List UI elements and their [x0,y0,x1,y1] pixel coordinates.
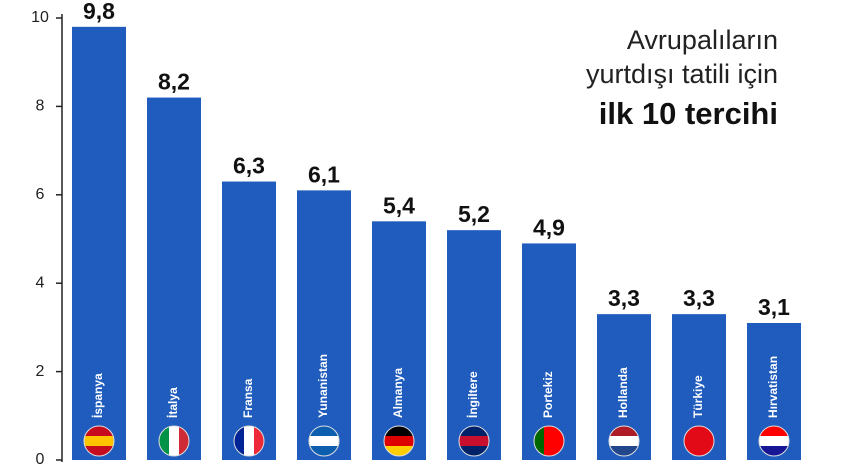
flag-stripe [309,436,339,446]
flag-stripe [609,426,639,436]
flag-stripe [169,426,179,456]
flag-stripe [554,426,564,456]
flag-rim [83,425,115,457]
flag-stripe [84,436,114,446]
category-label: İspanya [90,373,105,418]
flag [159,426,189,456]
flag [609,426,639,456]
flag-stripe [159,426,169,456]
y-tick-label: 6 [36,186,45,203]
flag-stripe [759,436,789,446]
flag-rim [533,425,565,457]
y-tick-label: 8 [36,98,45,115]
flag-stripe [309,446,339,456]
flag [534,426,564,456]
flag-rim [608,425,640,457]
bar [147,97,201,460]
category-label: Hollanda [616,367,630,418]
value-label: 3,1 [758,294,790,320]
value-label: 5,2 [458,201,490,227]
value-label: 3,3 [608,285,640,311]
flag-stripe [84,426,114,436]
value-label: 9,8 [83,0,115,24]
flag-stripe [84,446,114,456]
y-tick-label: 10 [31,9,49,26]
flag [459,426,489,456]
flag-stripe [534,426,544,456]
flag-stripe [609,436,639,446]
flag-stripe [384,426,414,436]
category-label: Hırvatistan [766,356,780,418]
flag [84,426,114,456]
flag-stripe [459,436,489,446]
category-label: Portekiz [541,371,555,418]
flag-stripe [684,446,714,456]
title-line: Avrupalıların [627,25,778,55]
flag-rim [158,425,190,457]
flag-stripe [759,426,789,436]
value-label: 5,4 [383,192,415,218]
y-tick-label: 0 [36,451,45,468]
y-tick-label: 2 [36,363,45,380]
flag-stripe [179,426,189,456]
y-tick-label: 4 [36,274,45,291]
flag-stripe [759,446,789,456]
flag-stripe [234,426,244,456]
flag-stripe [309,426,339,436]
flag-stripe [384,446,414,456]
category-label: Almanya [391,368,405,418]
flag [309,426,339,456]
flag-rim [458,425,490,457]
category-label: İtalya [165,387,180,418]
value-label: 8,2 [158,69,190,95]
bar [522,243,576,460]
value-label: 4,9 [533,214,565,240]
flag-stripe [254,426,264,456]
value-label: 6,3 [233,153,265,179]
bar [222,181,276,461]
bar [372,221,426,460]
flag-rim [758,425,790,457]
bar [297,190,351,460]
flag-stripe [459,446,489,456]
flag-rim [308,425,340,457]
category-label: Türkiye [691,375,705,418]
flag [234,426,264,456]
flag [759,426,789,456]
flag-stripe [244,426,254,456]
title-line: ilk 10 tercihi [599,96,778,131]
flag-stripe [384,436,414,446]
flag [384,426,414,456]
category-label: Fransa [241,378,255,418]
flag-rim [233,425,265,457]
value-label: 3,3 [683,285,715,311]
flag-stripe [684,426,714,436]
category-label: Yunanistan [316,354,330,418]
flag-stripe [544,426,554,456]
flag-stripe [459,426,489,436]
bar [72,26,126,461]
bar [447,230,501,460]
title-line: yurtdışı tatili için [586,59,778,89]
value-label: 6,1 [308,161,340,187]
flag [684,426,714,456]
flag-rim [383,425,415,457]
flag-rim [683,425,715,457]
flag-stripe [609,446,639,456]
category-label: İngiltere [465,371,480,418]
flag-stripe [684,436,714,446]
